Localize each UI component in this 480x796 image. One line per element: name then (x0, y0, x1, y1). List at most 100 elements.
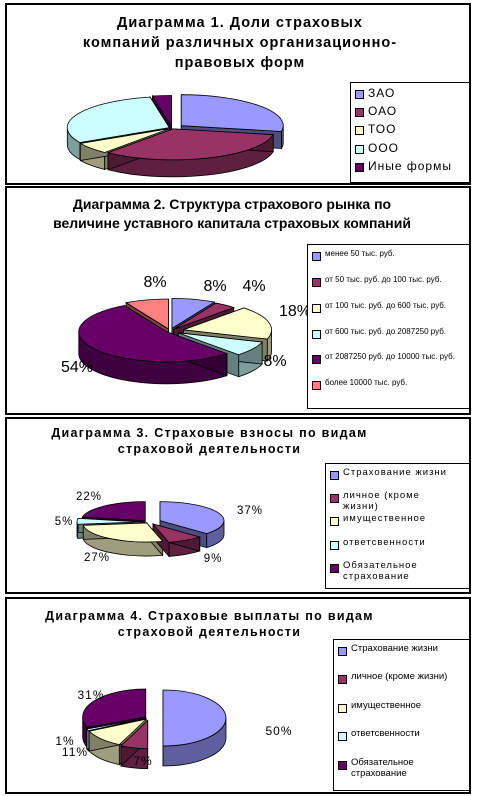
chart-3-legend-swatch-5 (330, 563, 339, 573)
chart-2-legend-label-1: менее 50 тыс. руб. (325, 249, 395, 258)
chart-2-legend: менее 50 тыс. руб. от 50 тыс. руб. до 100… (307, 244, 470, 409)
chart-3-value-label-3: 27% (84, 552, 110, 564)
chart-1-slice-1 (180, 94, 284, 132)
chart-2-slice-4 (178, 332, 263, 356)
chart-2-legend-label-3: от 100 тыс. руб. до 600 тыс. руб. (325, 300, 447, 310)
chart-3-pie: 37% 9% 27% 5% 22% (55, 491, 263, 565)
chart-2-legend-item-5: от 2087250 руб. до 10000 тыс. руб. (312, 352, 467, 365)
chart-1-title-line-1: Диаграмма 1. Доли страховых (117, 15, 363, 31)
chart-4-legend-item-2: личное (кроме жизни) (338, 671, 467, 685)
chart-4-panel: Диаграмма 4. Страховые выплаты по видам … (5, 597, 471, 794)
chart-2-legend-swatch-3 (312, 303, 321, 313)
chart-1-legend-swatch-4 (355, 144, 364, 154)
chart-3-legend-label-1: Страхование жизни (343, 467, 447, 478)
chart-1-slice-3 (79, 128, 170, 153)
chart-4-legend-item-1: Страхование жизни (338, 643, 467, 656)
chart-2-slice-3 (183, 307, 272, 340)
chart-2-legend-swatch-1 (312, 252, 321, 261)
chart-1-legend-label-4: ООО (368, 140, 400, 155)
chart-1-title: Диаграмма 1. Доли страховых компаний раз… (7, 13, 473, 73)
chart-4-legend-item-4: ответсвенности (338, 728, 467, 742)
chart-1-title-line-2: компаний различных организационно- (82, 35, 398, 51)
chart-3-slice-4 (76, 517, 142, 525)
chart-1-legend-item-1: ЗАО (355, 86, 467, 101)
chart-2-slice-6 (125, 298, 169, 330)
chart-4-legend-swatch-4 (338, 732, 347, 742)
chart-4-slice-4 (85, 718, 146, 732)
chart-3-slice-3 (82, 522, 164, 543)
chart-4-title-line-1: Диаграмма 4. Страховые выплаты по видам (45, 609, 374, 623)
chart-2-value-label-4: 8% (263, 353, 286, 370)
chart-4-slice-2 (120, 719, 149, 750)
chart-4-legend-swatch-3 (338, 703, 347, 713)
chart-1-legend-swatch-5 (355, 162, 364, 172)
chart-3-legend-item-3: имущественное (330, 513, 467, 527)
chart-3-value-label-2: 9% (204, 553, 223, 565)
chart-4-value-label-3: 11% (62, 745, 88, 759)
chart-1-legend-swatch-1 (355, 90, 364, 99)
chart-2-slice-1 (171, 297, 216, 330)
chart-3-title-line-1: Диаграмма 3. Страховые взносы по видам (51, 426, 368, 440)
chart-1-title-line-3: правовых форм (174, 55, 306, 71)
chart-1-legend-item-5: Иные формы (355, 159, 467, 174)
chart-1-slice-4 (66, 96, 170, 143)
chart-4-legend-item-3: имущественное (338, 699, 467, 713)
chart-4-value-label-4: 1% (55, 734, 74, 748)
chart-4-legend-swatch-5 (338, 760, 347, 770)
chart-2-legend-swatch-4 (312, 329, 321, 339)
chart-4-slice-5 (82, 688, 147, 728)
chart-2-legend-item-4: от 600 тыс. руб. до 2087250 руб. (312, 327, 467, 339)
chart-4-slice-3 (88, 718, 148, 746)
chart-1-legend: ЗАО ОАО ТОО ООО Иные формы (350, 82, 470, 183)
chart-4-legend-label-3: имущественное (351, 699, 422, 711)
chart-3-legend-item-2: личное (кроме жизни) (330, 490, 467, 513)
chart-4-title-line-2: страховой деятельности (117, 625, 302, 639)
chart-2-legend-item-2: от 50 тыс. руб. до 100 тыс. руб. (312, 275, 467, 287)
chart-2-legend-swatch-2 (312, 277, 321, 287)
chart-2-slice-5 (78, 305, 229, 363)
chart-2-title-line-1: Диаграмма 2. Структура страхового рынка … (72, 196, 392, 212)
chart-3-title: Диаграмма 3. Страховые взносы по видам с… (7, 425, 412, 457)
chart-4-legend-label-2: личное (кроме жизни) (351, 671, 448, 683)
chart-4-legend-label-4: ответсвенности (351, 728, 420, 740)
chart-3-legend-label-4: ответсвенности (343, 536, 426, 548)
chart-4-value-label-2: 7% (133, 754, 152, 768)
chart-1-slice-5 (151, 95, 172, 128)
chart-3-slice-5 (81, 501, 146, 522)
chart-3-value-label-1: 37% (237, 505, 263, 517)
chart-4-legend-label-5: Обязательное страхование (351, 756, 414, 779)
chart-2-legend-label-4: от 600 тыс. руб. до 2087250 руб. (325, 326, 447, 336)
chart-2-value-label-6: 8% (143, 274, 166, 291)
chart-1-legend-label-1: ЗАО (368, 86, 396, 100)
chart-3-legend-swatch-2 (330, 494, 339, 504)
chart-4-value-label-5: 31% (77, 688, 104, 702)
chart-1-legend-item-4: ООО (355, 140, 467, 156)
chart-1-legend-label-2: ОАО (368, 104, 398, 119)
chart-3-legend-swatch-1 (330, 471, 339, 480)
chart-4-legend-label-1: Страхование жизни (351, 643, 438, 654)
chart-3-legend-swatch-3 (330, 517, 339, 527)
chart-2-panel: Диаграмма 2. Структура страхового рынка … (5, 186, 471, 415)
chart-4-title: Диаграмма 4. Страховые выплаты по видам … (7, 608, 412, 640)
chart-1-pie (66, 94, 284, 178)
chart-1-legend-swatch-3 (355, 126, 364, 136)
chart-3-value-label-5: 22% (76, 491, 102, 503)
chart-4-legend: Страхование жизни личное (кроме жизни) иму… (333, 639, 470, 791)
chart-1-panel: Диаграмма 1. Доли страховых компаний раз… (5, 3, 471, 185)
chart-2-legend-swatch-5 (312, 355, 321, 365)
chart-3-panel: Диаграмма 3. Страховые взносы по видам с… (5, 417, 471, 594)
chart-3-legend-item-4: ответсвенности (330, 536, 467, 550)
chart-4-pie: 50% 7% 11%1% 31% (55, 688, 292, 770)
chart-2-legend-item-3: от 100 тыс. руб. до 600 тыс. руб. (312, 301, 467, 313)
chart-3-slice-2 (151, 523, 202, 543)
chart-4-legend-swatch-2 (338, 675, 347, 685)
chart-2-legend-swatch-6 (312, 381, 321, 391)
chart-2-legend-item-1: менее 50 тыс. руб. (312, 249, 467, 261)
chart-3-legend-swatch-4 (330, 540, 339, 550)
chart-4-value-label-1: 50% (265, 724, 292, 738)
chart-1-legend-item-3: ТОО (355, 123, 467, 137)
chart-2-title-line-2: величине уставного капитала страховых ко… (53, 215, 411, 231)
chart-3-value-label-4: 5% (55, 516, 74, 528)
chart-2-legend-label-2: от 50 тыс. руб. до 100 тыс. руб. (325, 274, 442, 284)
chart-2-title: Диаграмма 2. Структура страхового рынка … (7, 195, 457, 233)
